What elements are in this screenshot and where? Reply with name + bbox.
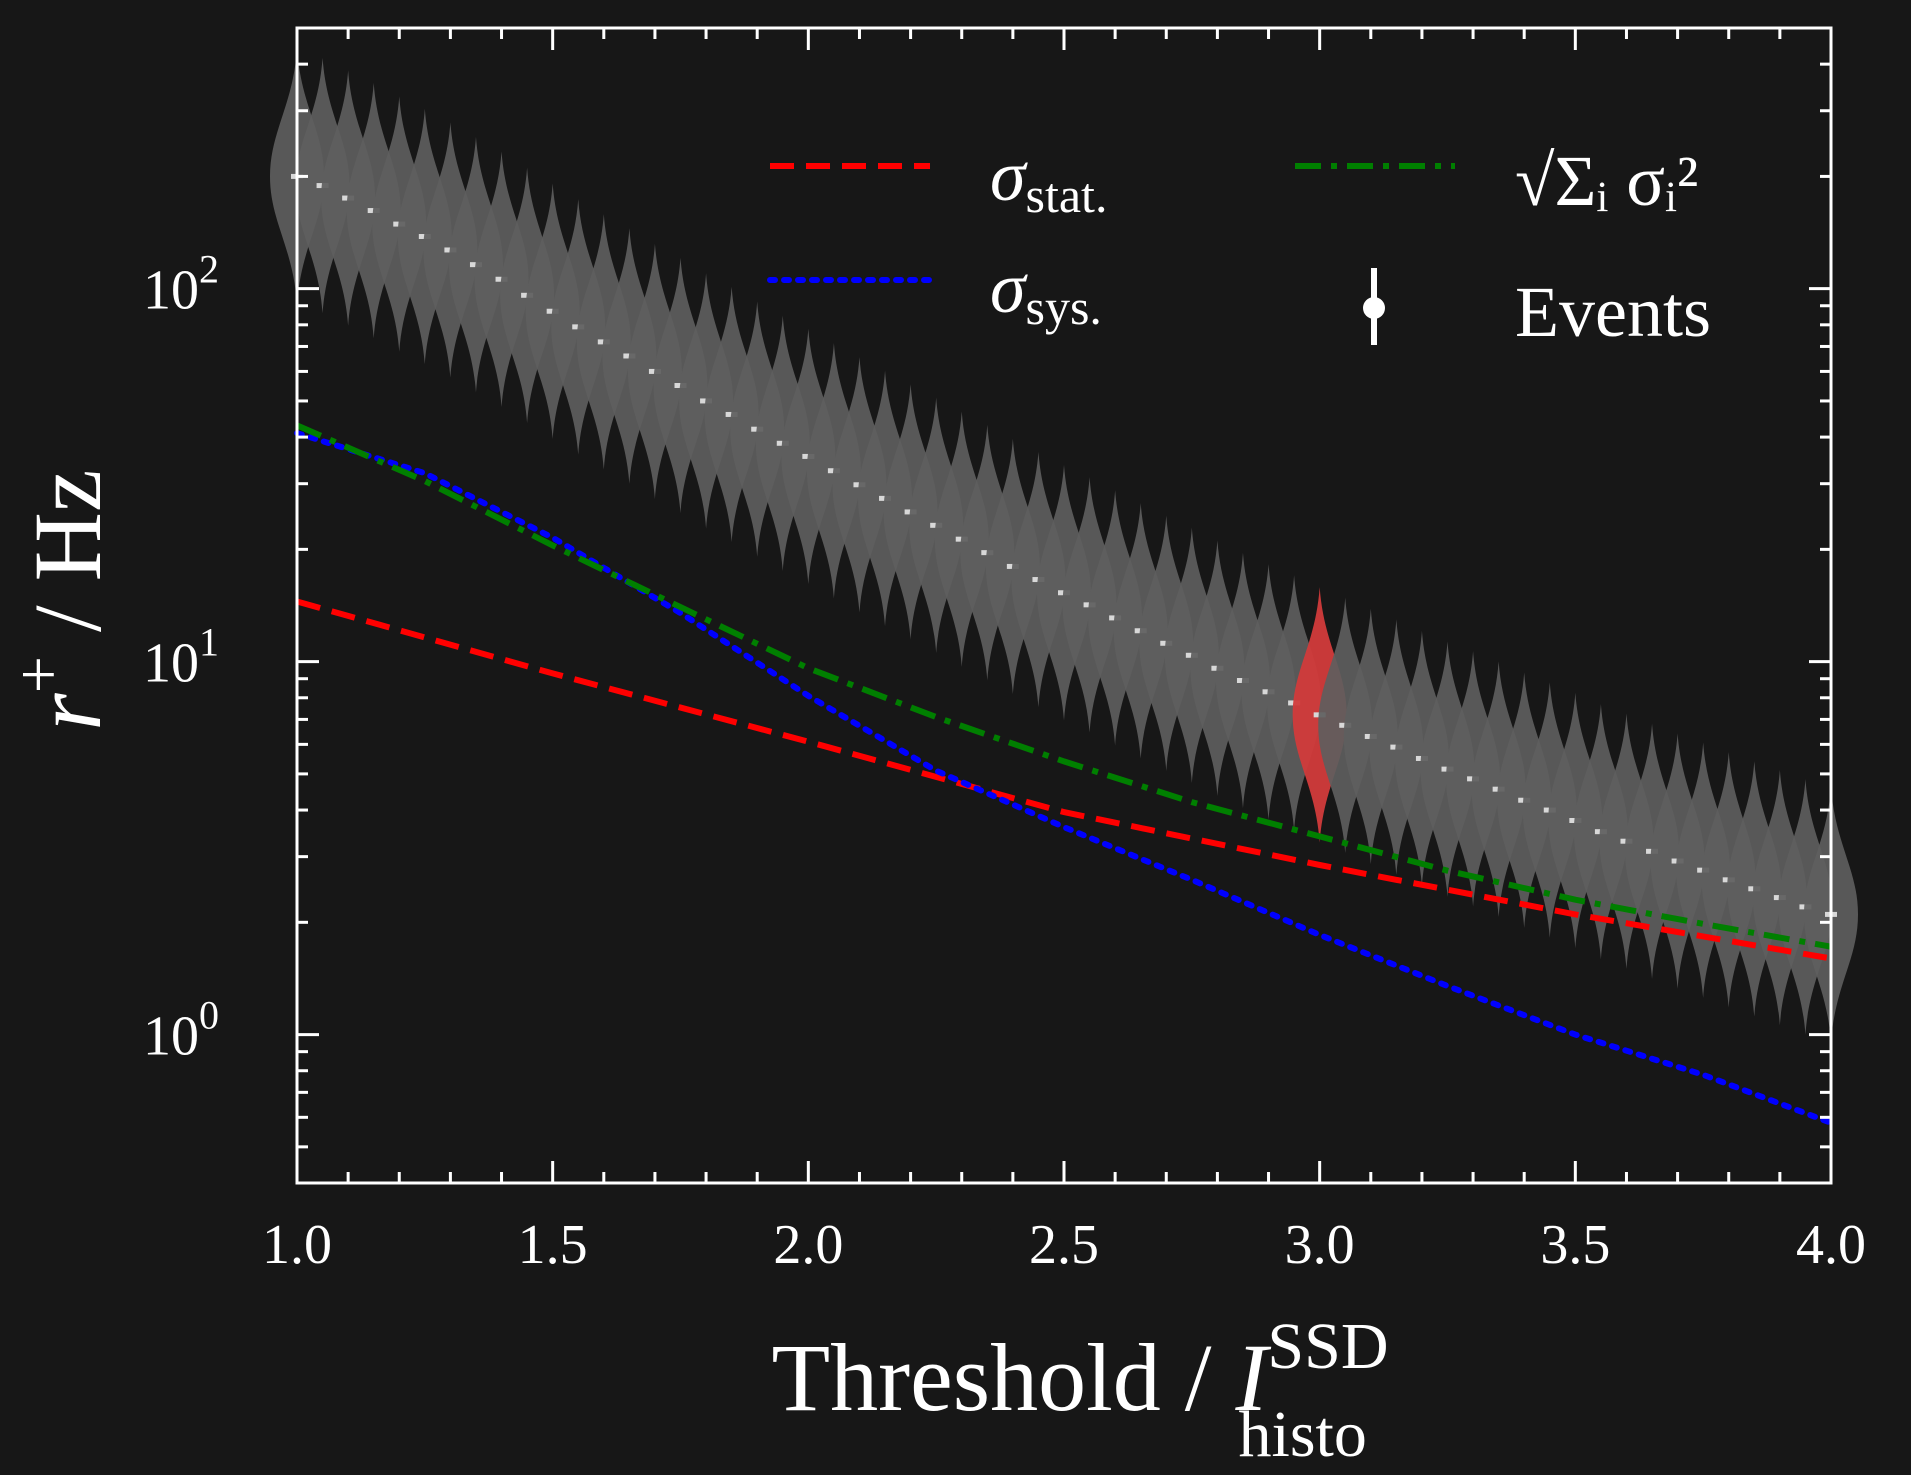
y-tick-label-base: 10	[143, 1006, 199, 1068]
legend-events-marker	[1363, 297, 1385, 319]
y-axis-title-superscript: +	[2, 656, 75, 693]
x-axis-title-symbol: I	[1234, 1324, 1271, 1431]
plot-frame	[295, 26, 1833, 1185]
x-tick-label: 1.5	[518, 1214, 588, 1276]
y-tick-label-exponent: 1	[199, 620, 219, 665]
legend-sys-label: σsys.	[990, 248, 1102, 335]
violin-layer	[270, 48, 1858, 1043]
x-tick-label: 1.0	[262, 1214, 332, 1276]
series-sys-line	[294, 430, 1834, 1126]
x-axis-title-main: Threshold /	[772, 1324, 1236, 1431]
x-tick-label: 4.0	[1796, 1214, 1866, 1276]
legend: σstat. σsys. √Σᵢ σᵢ² Events	[767, 136, 1711, 352]
y-tick-label-base: 10	[143, 260, 199, 322]
y-axis-title-unit: / Hz	[14, 469, 121, 656]
y-axis-title-symbol: r	[14, 693, 121, 731]
y-tick-label: 102	[143, 247, 219, 322]
x-axis-title: Threshold / ISSD histo	[772, 1310, 1389, 1471]
y-tick-label-base: 10	[143, 633, 199, 695]
legend-events-label: Events	[1515, 272, 1711, 352]
series-total-line	[295, 422, 1832, 950]
y-tick-label-exponent: 2	[199, 247, 219, 292]
y-tick-label-exponent: 0	[199, 993, 219, 1038]
legend-stat-label: σstat.	[990, 136, 1107, 223]
y-tick-label: 100	[143, 993, 219, 1068]
legend-total-label: √Σᵢ σᵢ²	[1515, 141, 1698, 221]
x-tick-label: 3.0	[1285, 1214, 1355, 1276]
series-stat-line	[296, 598, 1832, 962]
x-tick-label: 3.5	[1540, 1214, 1610, 1276]
x-axis-title-superscript: SSD	[1267, 1310, 1388, 1383]
x-tick-label: 2.0	[773, 1214, 843, 1276]
y-tick-label: 101	[143, 620, 219, 695]
x-axis-title-subscript: histo	[1238, 1398, 1366, 1471]
x-tick-label: 2.5	[1029, 1214, 1099, 1276]
y-axis-title: r+ / Hz	[2, 469, 121, 730]
series-layer	[294, 422, 1834, 1126]
